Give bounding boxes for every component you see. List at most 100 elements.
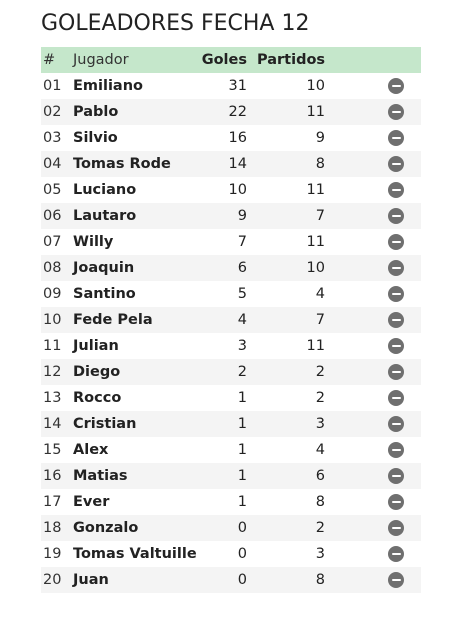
player-name: Emiliano [73,78,143,94]
remove-player-button[interactable] [385,489,407,519]
remove-icon[interactable] [388,130,404,146]
remove-icon[interactable] [388,286,404,302]
matches-value: 11 [306,104,325,120]
row-number: 09 [43,286,62,302]
matches-value: 2 [315,390,325,406]
table-row: 05 Luciano 10 11 [41,177,421,203]
remove-icon[interactable] [388,494,404,510]
goals-value: 2 [237,364,247,380]
row-number: 10 [43,312,62,328]
player-name: Silvio [73,130,118,146]
table-row: 04 Tomas Rode 14 8 [41,151,421,177]
goals-value: 1 [237,442,247,458]
remove-player-button[interactable] [385,229,407,259]
remove-player-button[interactable] [385,437,407,467]
player-name: Ever [73,494,110,510]
table-header: # Jugador Goles Partidos [41,47,421,73]
remove-icon[interactable] [388,546,404,562]
remove-player-button[interactable] [385,177,407,207]
remove-player-button[interactable] [385,463,407,493]
player-name: Juan [73,572,109,588]
goals-value: 1 [237,416,247,432]
remove-icon[interactable] [388,520,404,536]
remove-icon[interactable] [388,234,404,250]
table-row: 15 Alex 1 4 [41,437,421,463]
remove-icon[interactable] [388,468,404,484]
remove-player-button[interactable] [385,203,407,233]
goals-value: 1 [237,468,247,484]
row-number: 01 [43,78,62,94]
row-number: 04 [43,156,62,172]
matches-value: 11 [306,338,325,354]
table-row: 12 Diego 2 2 [41,359,421,385]
remove-player-button[interactable] [385,385,407,415]
goals-value: 4 [237,312,247,328]
matches-value: 2 [315,364,325,380]
remove-player-button[interactable] [385,99,407,129]
row-number: 11 [43,338,62,354]
remove-icon[interactable] [388,338,404,354]
goals-value: 16 [228,130,247,146]
goals-value: 1 [237,390,247,406]
column-header-number: # [43,52,56,68]
player-name: Alex [73,442,109,458]
remove-player-button[interactable] [385,359,407,389]
goals-value: 0 [237,546,247,562]
remove-icon[interactable] [388,364,404,380]
row-number: 15 [43,442,62,458]
player-name: Fede Pela [73,312,153,328]
remove-icon[interactable] [388,442,404,458]
row-number: 16 [43,468,62,484]
goals-value: 31 [228,78,247,94]
remove-icon[interactable] [388,416,404,432]
remove-icon[interactable] [388,156,404,172]
remove-icon[interactable] [388,78,404,94]
table-row: 08 Joaquin 6 10 [41,255,421,281]
goals-value: 7 [237,234,247,250]
player-name: Santino [73,286,136,302]
remove-icon[interactable] [388,260,404,276]
remove-icon[interactable] [388,312,404,328]
table-row: 19 Tomas Valtuille 0 3 [41,541,421,567]
column-header-goals: Goles [201,52,247,68]
remove-player-button[interactable] [385,307,407,337]
player-name: Matias [73,468,128,484]
player-name: Luciano [73,182,137,198]
remove-player-button[interactable] [385,151,407,181]
remove-player-button[interactable] [385,333,407,363]
player-name: Tomas Rode [73,156,171,172]
table-row: 01 Emiliano 31 10 [41,73,421,99]
matches-value: 11 [306,182,325,198]
player-name: Tomas Valtuille [73,546,197,562]
remove-player-button[interactable] [385,411,407,441]
goals-value: 22 [228,104,247,120]
remove-icon[interactable] [388,182,404,198]
remove-icon[interactable] [388,104,404,120]
row-number: 02 [43,104,62,120]
remove-player-button[interactable] [385,541,407,571]
player-name: Julian [73,338,119,354]
table-row: 17 Ever 1 8 [41,489,421,515]
table-row: 18 Gonzalo 0 2 [41,515,421,541]
remove-icon[interactable] [388,208,404,224]
row-number: 17 [43,494,62,510]
remove-player-button[interactable] [385,567,407,597]
player-name: Gonzalo [73,520,139,536]
remove-icon[interactable] [388,572,404,588]
player-name: Joaquin [73,260,135,276]
remove-icon[interactable] [388,390,404,406]
remove-player-button[interactable] [385,281,407,311]
player-name: Cristian [73,416,137,432]
row-number: 18 [43,520,62,536]
matches-value: 3 [315,416,325,432]
goals-value: 10 [228,182,247,198]
table-row: 06 Lautaro 9 7 [41,203,421,229]
remove-player-button[interactable] [385,73,407,103]
goals-value: 6 [237,260,247,276]
remove-player-button[interactable] [385,125,407,155]
remove-player-button[interactable] [385,515,407,545]
remove-player-button[interactable] [385,255,407,285]
table-row: 14 Cristian 1 3 [41,411,421,437]
matches-value: 2 [315,520,325,536]
row-number: 06 [43,208,62,224]
